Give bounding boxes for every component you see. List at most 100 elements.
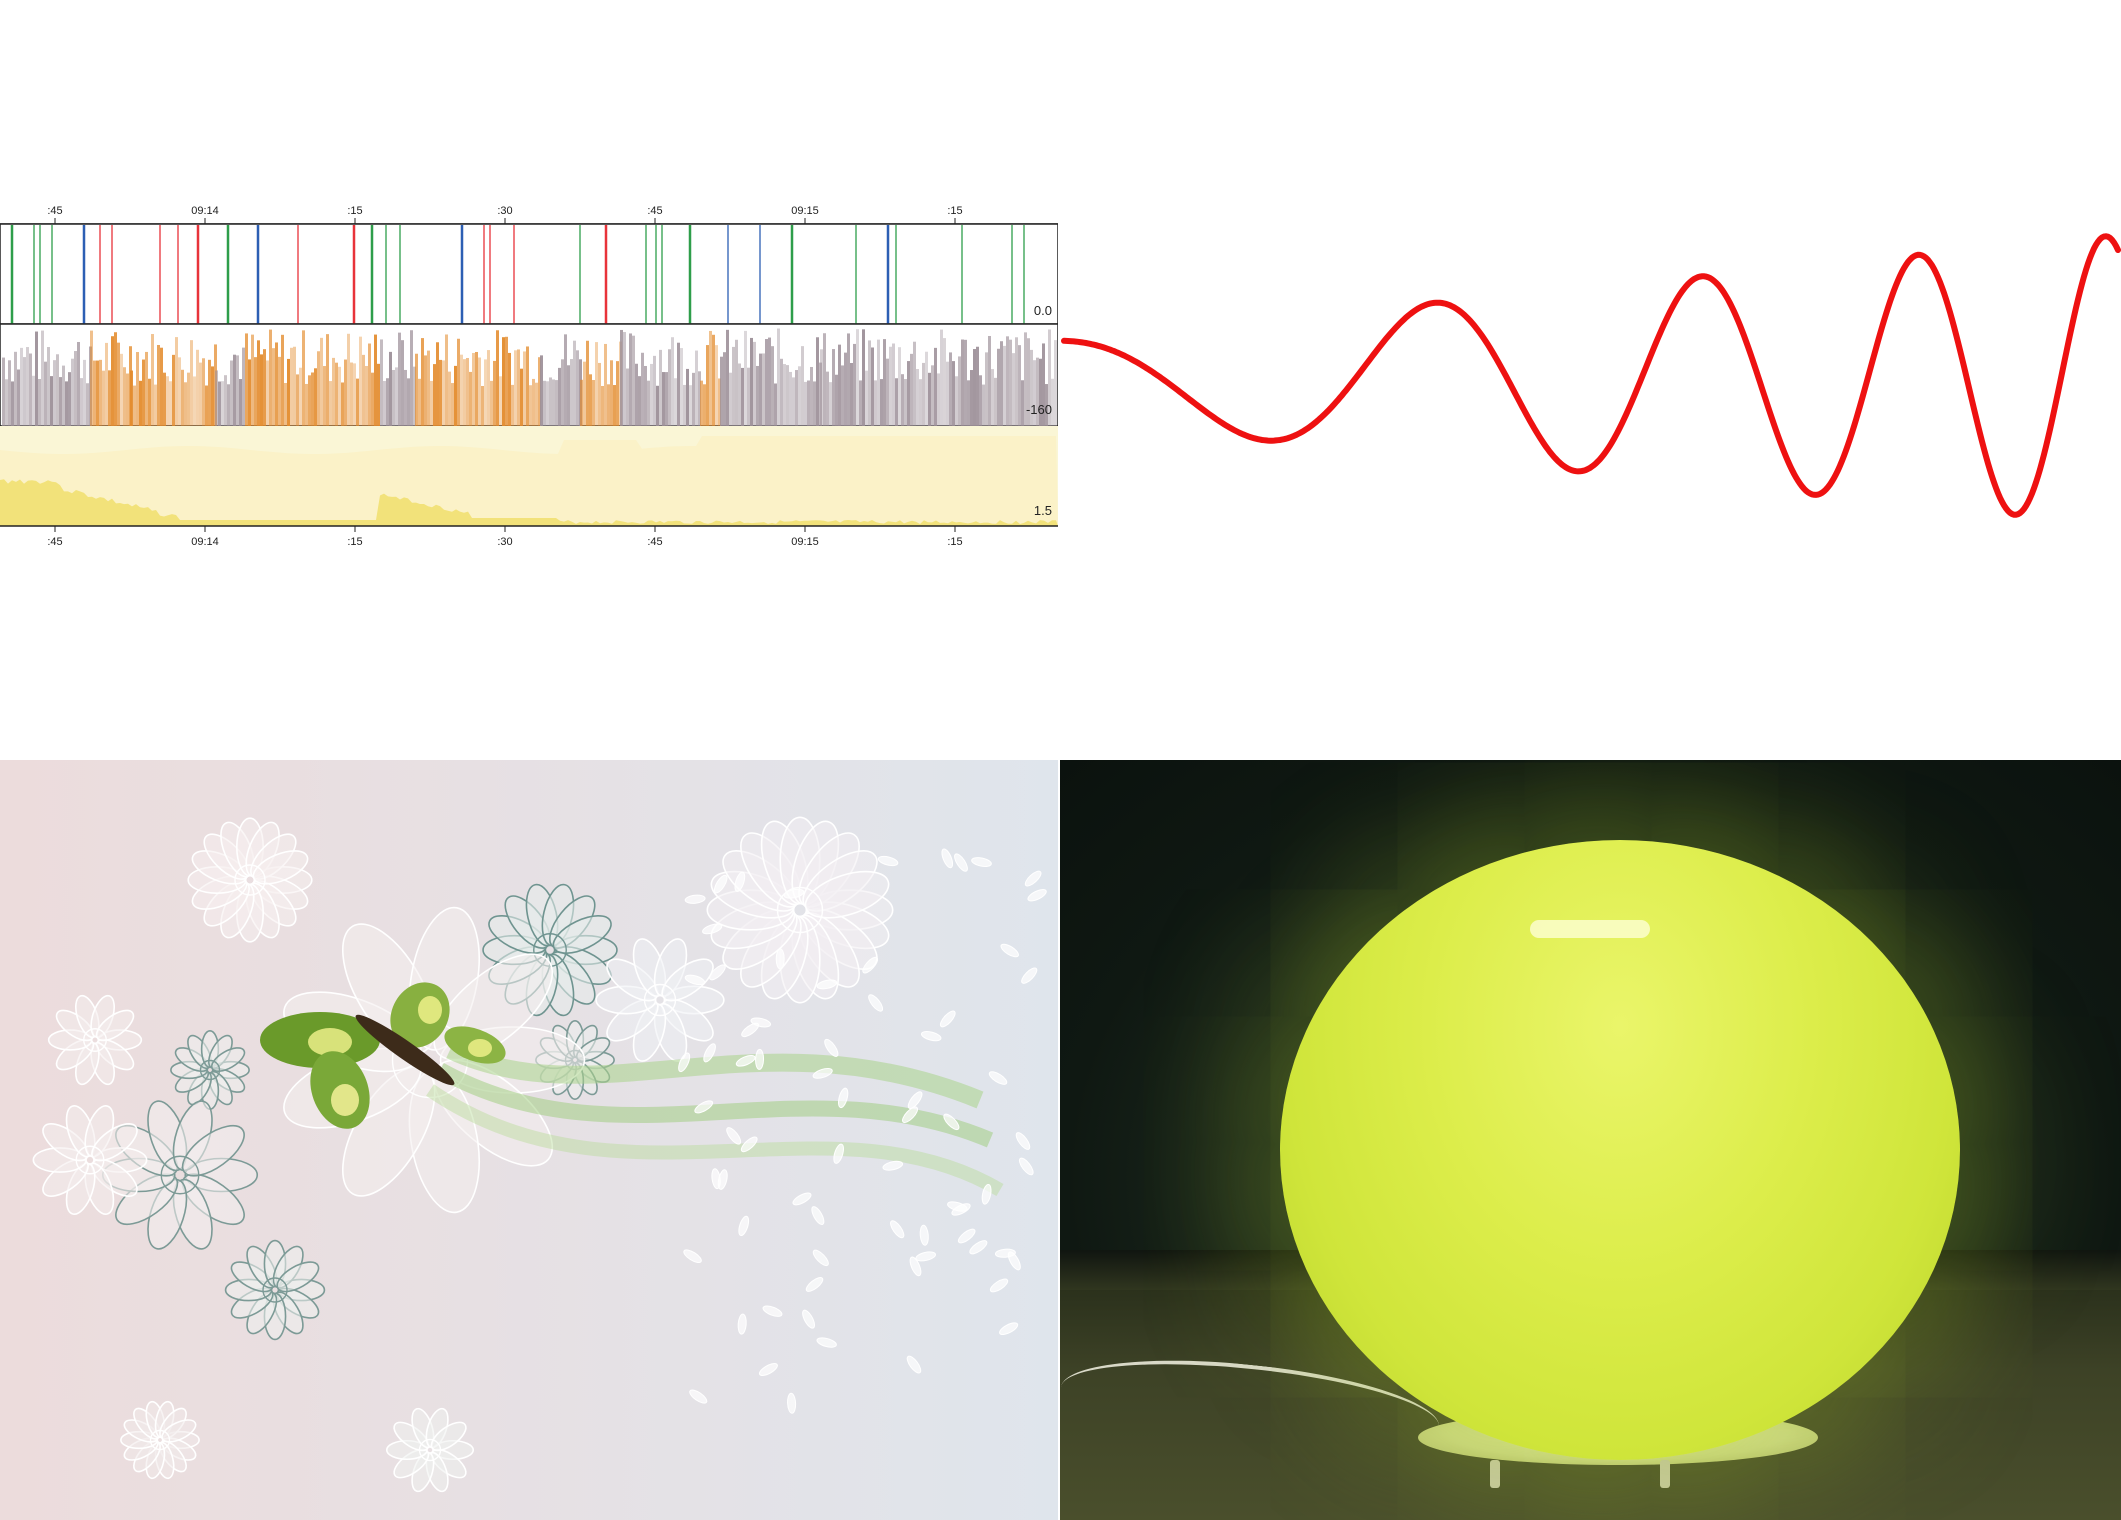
- density-bar: [813, 381, 816, 426]
- density-bar: [35, 331, 38, 426]
- density-bar: [263, 349, 266, 426]
- density-bar: [1039, 358, 1042, 426]
- top-tick-label: :45: [47, 205, 62, 217]
- petal: [812, 1067, 833, 1079]
- density-bar: [353, 363, 356, 426]
- density-bar: [172, 354, 175, 426]
- density-bar: [692, 372, 695, 426]
- density-bar: [783, 364, 786, 426]
- density-bar: [275, 342, 278, 426]
- density-bar: [1033, 360, 1036, 426]
- density-bar: [266, 360, 269, 426]
- density-bar: [538, 357, 541, 426]
- density-bar: [293, 346, 296, 426]
- density-bar: [798, 366, 801, 426]
- top-tick-label: :15: [347, 205, 362, 217]
- petal: [703, 1043, 716, 1063]
- density-bar: [77, 341, 80, 426]
- density-bar: [816, 337, 819, 426]
- density-bar: [680, 348, 683, 426]
- density-bar: [157, 344, 160, 426]
- density-bar: [205, 385, 208, 426]
- density-bar: [922, 362, 925, 426]
- petal: [783, 888, 805, 899]
- density-bar: [804, 381, 807, 426]
- petal: [915, 1251, 937, 1262]
- density-bar: [540, 355, 543, 426]
- petal: [726, 1127, 742, 1145]
- density-bar: [427, 350, 430, 426]
- density-bar: [623, 332, 626, 426]
- density-bar: [907, 361, 910, 426]
- timeline-chart: :45 09:14:15:30:45 09:15:15 0.0 -160 1.5 :…: [0, 205, 1058, 548]
- density-bar: [347, 333, 350, 426]
- density-bar: [801, 346, 804, 426]
- density-bar: [786, 365, 789, 426]
- density-bar: [967, 380, 970, 426]
- top-tick-label: :30: [497, 205, 512, 217]
- density-bar: [570, 359, 573, 426]
- density-bar: [756, 365, 759, 426]
- density-bar: [759, 353, 762, 426]
- density-bar: [674, 378, 677, 426]
- globe-highlight: [1530, 920, 1650, 938]
- density-bar: [841, 365, 844, 426]
- petal: [737, 1313, 747, 1335]
- petal: [941, 848, 954, 869]
- petal: [787, 1392, 797, 1414]
- density-bar: [257, 340, 260, 426]
- density-bar: [502, 337, 505, 426]
- density-bar: [433, 364, 436, 426]
- density-bar: [90, 330, 93, 426]
- petal: [994, 1248, 1016, 1258]
- density-bar: [430, 380, 433, 426]
- area-track: [0, 426, 1058, 526]
- density-bar: [38, 378, 41, 426]
- density-bar: [904, 379, 907, 426]
- density-bar: [242, 347, 245, 426]
- density-bar: [532, 378, 535, 426]
- density-bar: [484, 359, 487, 426]
- density-bar: [17, 369, 20, 426]
- density-bar: [356, 378, 359, 426]
- bottom-tick-label: :30: [497, 536, 512, 548]
- petal: [1000, 943, 1019, 958]
- petal: [1024, 870, 1042, 887]
- density-bar: [607, 384, 610, 426]
- density-bar: [311, 372, 314, 426]
- density-bar: [729, 372, 732, 426]
- lamp-foot: [1660, 1460, 1670, 1488]
- density-bar: [151, 334, 154, 426]
- petal: [709, 964, 726, 981]
- density-bar: [592, 380, 595, 426]
- sunflower-outline: [187, 817, 313, 943]
- density-bar: [1045, 384, 1048, 426]
- petal: [957, 1228, 976, 1244]
- bottom-tick-label: 09:14: [191, 536, 219, 548]
- density-bar: [418, 378, 421, 426]
- lamp-globe: [1280, 840, 1960, 1460]
- density-bar: [368, 343, 371, 426]
- density-bar: [68, 372, 71, 426]
- density-bar: [576, 350, 579, 426]
- rose-outline: [32, 1105, 148, 1215]
- density-bar: [29, 353, 32, 426]
- density-bar: [952, 361, 955, 426]
- density-bar: [166, 376, 169, 426]
- density-bar: [335, 362, 338, 426]
- petal: [792, 1192, 812, 1206]
- density-bar: [296, 374, 299, 426]
- density-bar: [272, 348, 275, 426]
- density-bar: [436, 342, 439, 426]
- density-bar: [826, 371, 829, 426]
- petal: [1021, 967, 1038, 984]
- petal: [758, 1363, 778, 1376]
- density-bar: [567, 365, 570, 426]
- density-bar: [741, 367, 744, 426]
- density-bar: [1030, 349, 1033, 426]
- density-bar: [653, 355, 656, 426]
- density-bar: [1021, 380, 1024, 426]
- density-bar: [829, 382, 832, 426]
- bars-track-label: -160: [1026, 402, 1052, 417]
- timeline-panel: :45 09:14:15:30:45 09:15:15 0.0 -160 1.5 :…: [0, 200, 1058, 550]
